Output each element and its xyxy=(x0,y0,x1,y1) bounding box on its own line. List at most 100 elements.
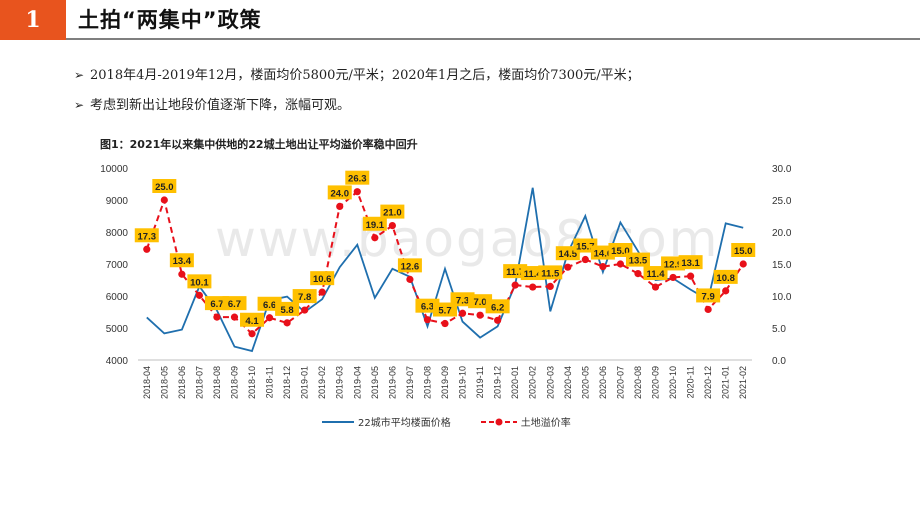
data-label-bg xyxy=(362,216,387,231)
data-label: 11.4 xyxy=(647,269,666,280)
premium-point xyxy=(265,314,274,322)
data-label: 10.1 xyxy=(190,277,209,288)
x-tick-label: 2019-06 xyxy=(387,366,397,399)
y-right-tick-label: 15.0 xyxy=(772,260,792,271)
premium-point xyxy=(248,330,256,338)
data-label: 13.1 xyxy=(681,258,700,269)
x-tick-label: 2020-12 xyxy=(703,366,713,399)
premium-point xyxy=(388,222,396,230)
premium-point xyxy=(195,291,203,299)
x-tick-label: 2019-02 xyxy=(317,366,327,399)
data-label-bg xyxy=(713,269,738,284)
premium-point xyxy=(704,305,712,314)
data-label-bg xyxy=(380,204,405,219)
section-number: 1 xyxy=(0,0,66,40)
premium-point xyxy=(230,313,239,321)
data-label-bg xyxy=(731,243,756,257)
premium-point xyxy=(564,263,572,271)
x-tick-label: 2018-06 xyxy=(177,366,187,399)
y-right-tick-label: 0.0 xyxy=(772,356,786,367)
x-tick-label: 2018-04 xyxy=(142,366,152,399)
premium-point xyxy=(529,283,537,291)
x-tick-label: 2019-01 xyxy=(300,366,310,399)
x-tick-label: 2019-11 xyxy=(475,366,485,398)
y-left-tick-label: 8000 xyxy=(106,228,129,239)
premium-point xyxy=(318,288,326,296)
premium-point xyxy=(178,270,186,278)
premium-point xyxy=(616,260,625,268)
data-label-bg xyxy=(275,301,300,316)
data-label: 6.2 xyxy=(491,302,504,313)
data-label: 17.3 xyxy=(138,231,157,242)
y-right-tick-label: 30.0 xyxy=(772,164,792,175)
premium-point xyxy=(511,281,519,289)
data-label: 7.9 xyxy=(702,291,715,302)
legend-item-premium: 土地溢价率 xyxy=(480,414,571,429)
legend-line-solid-icon xyxy=(322,420,354,423)
x-tick-label: 2019-12 xyxy=(493,366,503,399)
premium-point xyxy=(476,311,484,319)
data-label: 15.0 xyxy=(734,246,753,257)
chart-legend: 22城市平均楼面价格 土地溢价率 xyxy=(322,414,601,429)
premium-point xyxy=(353,188,361,196)
data-label: 5.7 xyxy=(438,306,451,317)
legend-label: 22城市平均楼面价格 xyxy=(358,418,451,429)
premium-point xyxy=(599,262,607,271)
data-label: 24.0 xyxy=(330,188,349,199)
premium-point xyxy=(651,283,660,291)
data-label: 6.7 xyxy=(210,299,223,310)
data-label: 5.8 xyxy=(281,305,294,316)
data-label: 11.7 xyxy=(506,267,524,278)
data-label-bg xyxy=(485,299,510,314)
x-tick-label: 2020-07 xyxy=(615,366,625,399)
premium-point xyxy=(669,273,677,282)
bullet-item: ➢ 考虑到新出让地段价值逐渐下降，涨幅可观。 xyxy=(74,94,640,124)
x-tick-label: 2020-04 xyxy=(563,366,573,399)
premium-point xyxy=(283,319,291,327)
header-rule xyxy=(66,38,920,40)
data-label-bg xyxy=(134,228,159,243)
premium-point xyxy=(546,282,554,290)
data-label-bg xyxy=(327,185,352,200)
data-label: 12.6 xyxy=(401,261,420,272)
legend-line-dashed-icon xyxy=(480,418,517,425)
legend-label: 土地溢价率 xyxy=(520,418,571,429)
data-label-bg xyxy=(625,252,650,267)
data-label: 13.5 xyxy=(629,256,648,267)
data-label: 7.0 xyxy=(473,297,486,308)
x-tick-label: 2018-11 xyxy=(265,366,275,398)
data-label-bg xyxy=(169,253,194,268)
data-label: 13.4 xyxy=(173,256,192,267)
bullet-text: 考虑到新出让地段价值逐渐下降，涨幅可观。 xyxy=(90,98,351,113)
data-label: 6.6 xyxy=(263,300,276,311)
x-tick-label: 2021-02 xyxy=(738,366,748,399)
x-tick-label: 2020-09 xyxy=(651,366,661,399)
premium-point xyxy=(213,313,221,321)
premium-point xyxy=(458,309,467,317)
chart-title: 图1：2021年以来集中供地的22城土地出让平均溢价率稳中回升 xyxy=(100,138,418,151)
data-label: 11.4 xyxy=(524,269,543,280)
data-label: 15.7 xyxy=(576,242,595,253)
data-label: 4.1 xyxy=(245,316,259,327)
data-label: 6.3 xyxy=(421,302,434,313)
premium-point xyxy=(581,255,589,264)
x-tick-label: 2020-10 xyxy=(668,366,678,399)
y-right-tick-label: 25.0 xyxy=(772,196,792,207)
x-tick-label: 2018-12 xyxy=(282,366,292,399)
y-left-tick-label: 5000 xyxy=(106,324,129,335)
data-label-bg xyxy=(152,179,177,193)
y-left-tick-label: 4000 xyxy=(106,356,129,367)
premium-point xyxy=(687,272,695,280)
x-tick-label: 2019-10 xyxy=(458,366,468,399)
y-right-tick-label: 10.0 xyxy=(772,292,792,303)
data-label: 11.5 xyxy=(541,268,560,279)
premium-point xyxy=(143,245,151,253)
premium-point xyxy=(722,287,730,295)
data-label: 19.1 xyxy=(366,220,385,231)
data-label: 26.3 xyxy=(348,174,367,185)
x-tick-label: 2020-03 xyxy=(545,366,555,399)
x-tick-label: 2019-04 xyxy=(352,366,362,399)
x-tick-label: 2019-05 xyxy=(370,366,380,399)
data-label-bg xyxy=(538,265,563,280)
